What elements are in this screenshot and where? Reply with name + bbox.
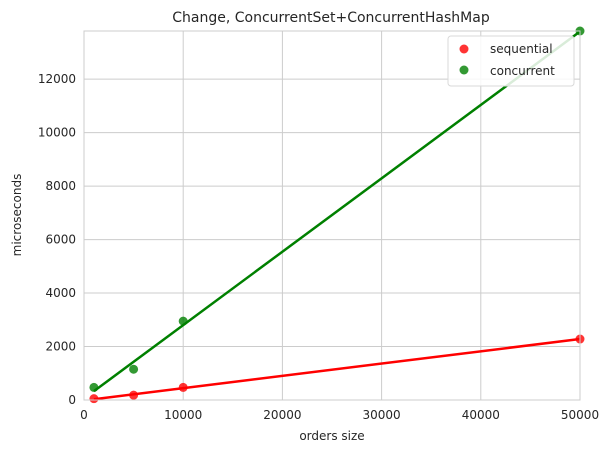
legend: sequential concurrent bbox=[447, 35, 575, 87]
data-point-sequential bbox=[129, 390, 139, 400]
legend-label-sequential: sequential bbox=[490, 42, 553, 56]
x-tick-label: 10000 bbox=[164, 408, 202, 422]
x-tick-label: 50000 bbox=[561, 408, 599, 422]
y-tick-label: 6000 bbox=[45, 233, 76, 247]
data-point-sequential bbox=[89, 394, 99, 404]
x-tick-label: 40000 bbox=[462, 408, 500, 422]
x-tick-label: 0 bbox=[80, 408, 88, 422]
legend-label-concurrent: concurrent bbox=[490, 64, 555, 78]
legend-box bbox=[447, 35, 575, 87]
y-tick-label: 12000 bbox=[38, 72, 76, 86]
legend-marker-concurrent bbox=[459, 65, 469, 75]
chart-title: Change, ConcurrentSet+ConcurrentHashMap bbox=[172, 10, 490, 26]
data-point-concurrent bbox=[89, 382, 99, 392]
y-tick-label: 0 bbox=[68, 393, 76, 407]
y-tick-label: 4000 bbox=[45, 286, 76, 300]
plot-frame bbox=[83, 30, 581, 401]
data-point-concurrent bbox=[129, 364, 139, 374]
plot-area bbox=[89, 26, 585, 404]
y-tick-label: 2000 bbox=[45, 340, 76, 354]
x-tick-label: 20000 bbox=[263, 408, 301, 422]
data-point-concurrent bbox=[178, 316, 188, 326]
y-tick-label: 8000 bbox=[45, 179, 76, 193]
x-axis-label: orders size bbox=[299, 429, 364, 443]
fit-line-concurrent bbox=[93, 30, 581, 393]
tick-labels: 0 10000 20000 30000 40000 50000 0 2000 4000 6000 8… bbox=[38, 72, 599, 422]
data-point-sequential bbox=[178, 382, 188, 392]
legend-marker-sequential bbox=[459, 44, 469, 54]
y-tick-label: 10000 bbox=[38, 126, 76, 140]
fit-line-sequential bbox=[93, 337, 581, 401]
x-tick-label: 30000 bbox=[363, 408, 401, 422]
y-axis-label: microseconds bbox=[10, 174, 24, 257]
